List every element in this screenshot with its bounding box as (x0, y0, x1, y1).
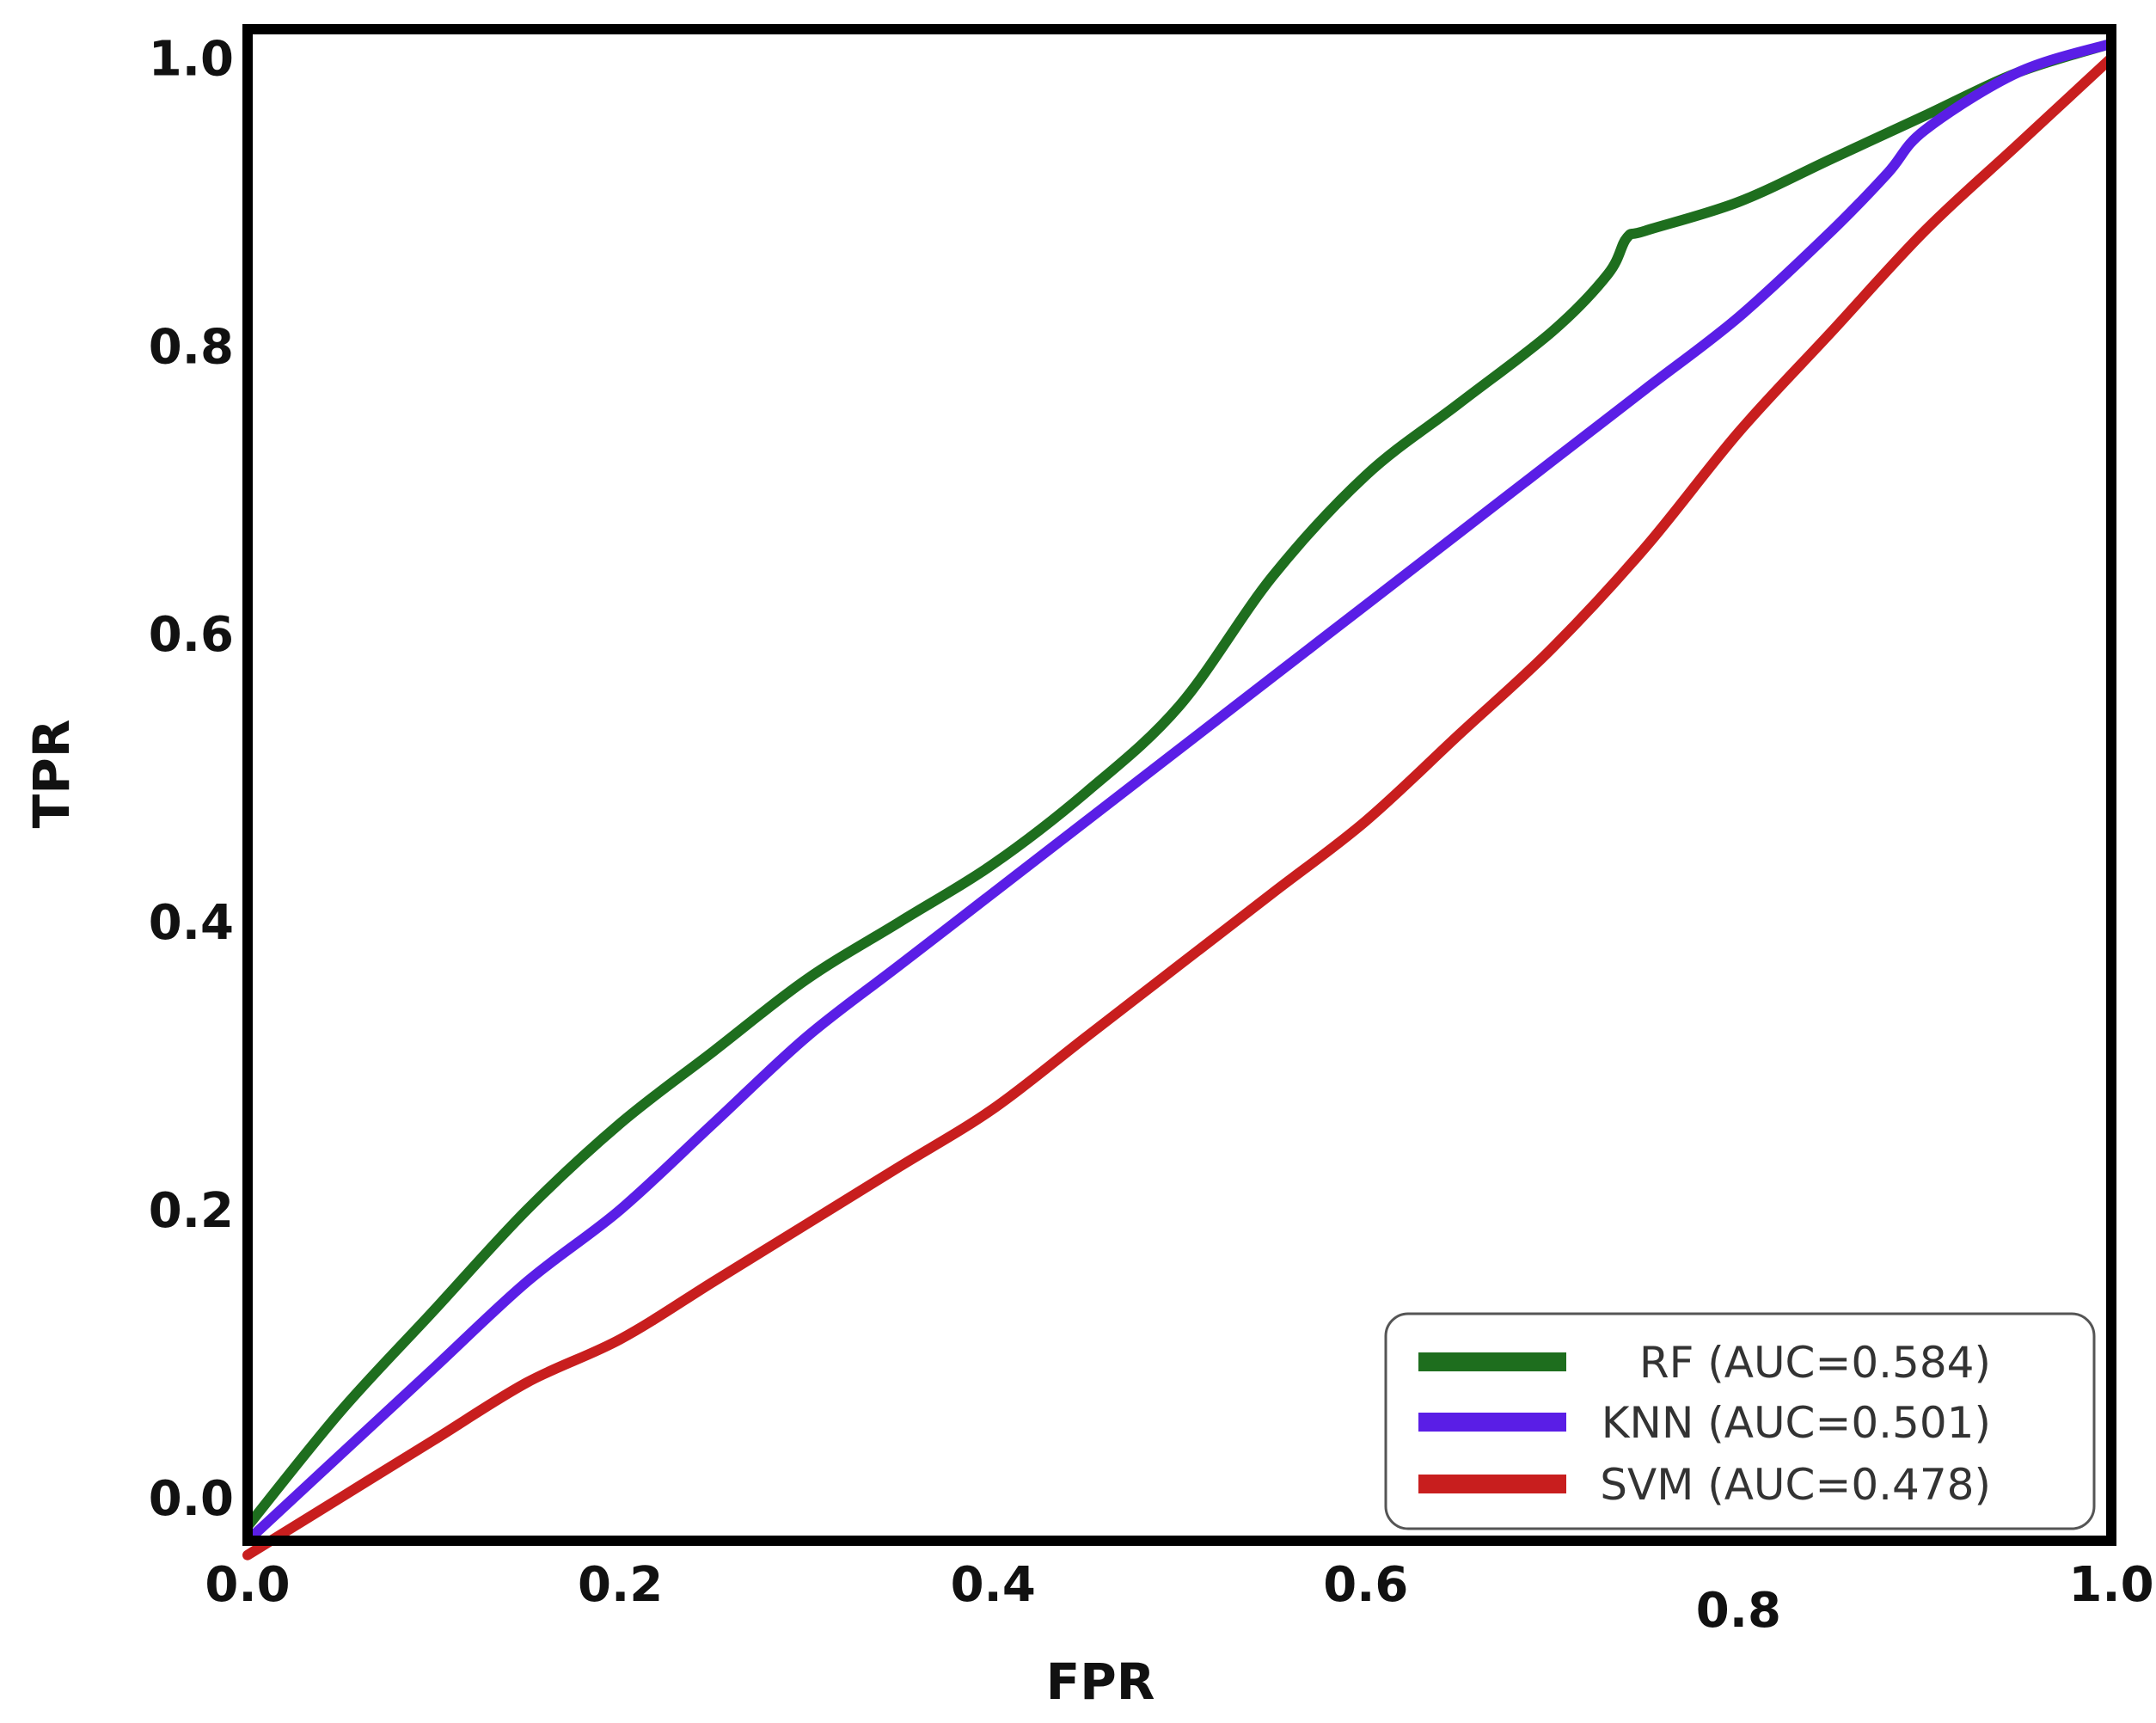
series-line-knn (242, 38, 2116, 1546)
x-tick-labels: 0.0 0.2 0.4 0.6 0.8 1.0 (205, 1557, 2153, 1639)
legend-label-rf: RF (AUC=0.584) (1639, 1338, 1991, 1388)
series-line-rf (242, 38, 2116, 1532)
legend-label-knn: KNN (AUC=0.501) (1602, 1398, 1991, 1448)
legend: RF (AUC=0.584) KNN (AUC=0.501) SVM (AUC=… (1384, 1312, 2096, 1530)
series-lines (242, 38, 2116, 1561)
x-tick-label: 0.0 (205, 1557, 290, 1613)
x-tick-label: 1.0 (2068, 1557, 2153, 1613)
x-axis-label: FPR (1046, 1652, 1155, 1711)
x-tick-label: 0.8 (1696, 1583, 1781, 1639)
x-tick-label: 0.4 (951, 1557, 1036, 1613)
series-line-svm (242, 52, 2116, 1561)
plot-frame (242, 24, 2116, 1546)
x-tick-label: 0.6 (1323, 1557, 1408, 1613)
x-tick-label: 0.2 (578, 1557, 663, 1613)
y-tick-label: 1.0 (149, 31, 234, 87)
y-tick-label: 0.6 (149, 607, 234, 663)
y-tick-label: 0.2 (149, 1183, 234, 1239)
legend-label-svm: SVM (AUC=0.478) (1600, 1460, 1991, 1510)
y-axis-label: TPR (22, 720, 81, 829)
y-tick-label: 0.0 (149, 1471, 234, 1527)
y-tick-label: 0.8 (149, 319, 234, 375)
y-tick-labels: 0.0 0.2 0.4 0.6 0.8 1.0 (149, 31, 234, 1526)
y-tick-label: 0.4 (149, 895, 234, 951)
